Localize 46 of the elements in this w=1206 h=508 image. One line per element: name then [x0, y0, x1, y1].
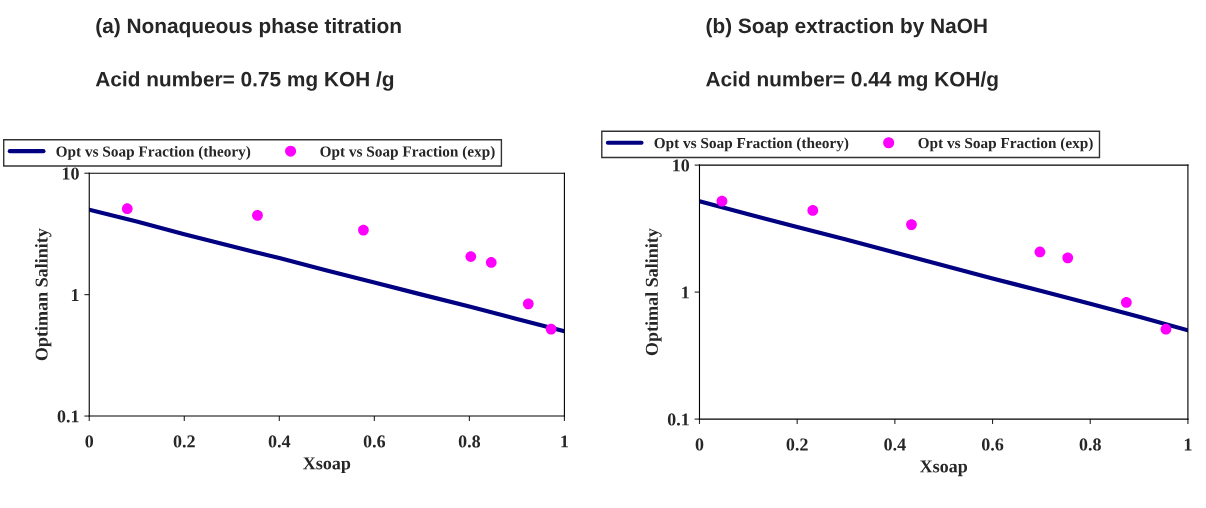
- x-tick-label: 0.4: [268, 435, 291, 448]
- point: [807, 205, 819, 216]
- point: [906, 219, 917, 230]
- line-series: [89, 207, 565, 334]
- point: [545, 323, 557, 335]
- chart-subtitle: Acid number= 0.75 mg KOH /g: [95, 71, 394, 91]
- x-tick-label: 0.8: [1079, 438, 1101, 451]
- x-axis-title: Xsoap: [919, 460, 968, 477]
- legend-label: Opt vs Soap Fraction (theory): [56, 145, 251, 160]
- point: [716, 195, 728, 207]
- legend-label: Opt vs Soap Fraction (exp): [918, 137, 1093, 152]
- chart-subtitle: Acid number= 0.44 mg KOH/g: [706, 71, 998, 91]
- y-tick-label: 0.1: [667, 413, 689, 426]
- point: [1160, 323, 1172, 335]
- x-axis-title: Xsoap: [303, 457, 351, 474]
- x-tick-label: 0: [695, 438, 704, 451]
- point: [358, 224, 369, 236]
- chart-title: (a) Nonaqueous phase titration: [96, 17, 401, 38]
- point: [1120, 297, 1132, 308]
- x-tick-label: 0.4: [884, 438, 906, 451]
- y-tick-label: 1: [71, 288, 79, 301]
- line-series: [699, 199, 1188, 333]
- point: [465, 251, 477, 262]
- y-axis-title: Optimal Salinity: [645, 228, 662, 356]
- x-tick-label: 0.2: [173, 435, 195, 448]
- x-tick-label: 0.2: [786, 438, 808, 451]
- point: [1034, 246, 1046, 258]
- point: [1062, 252, 1074, 264]
- x-tick-label: 0.8: [458, 435, 481, 448]
- point: [485, 257, 497, 268]
- point: [252, 209, 263, 221]
- point: [522, 298, 534, 310]
- legend-label: Opt vs Soap Fraction (theory): [654, 137, 849, 152]
- y-tick-label: 10: [62, 167, 79, 180]
- x-tick-label: 0: [85, 435, 94, 448]
- x-tick-label: 1: [1184, 438, 1192, 451]
- chart-title: (b) Soap extraction by NaOH: [706, 17, 987, 38]
- y-tick-label: 0.1: [57, 410, 79, 423]
- x-tick-label: 0.6: [363, 435, 386, 448]
- legend-label: Opt vs Soap Fraction (exp): [320, 145, 495, 160]
- x-tick-label: 1: [561, 435, 568, 448]
- x-tick-label: 0.6: [981, 438, 1004, 451]
- y-axis-title: Optiman Salinity: [34, 228, 52, 361]
- y-tick-label: 1: [682, 286, 689, 299]
- y-tick-label: 10: [673, 159, 690, 172]
- point: [121, 203, 133, 215]
